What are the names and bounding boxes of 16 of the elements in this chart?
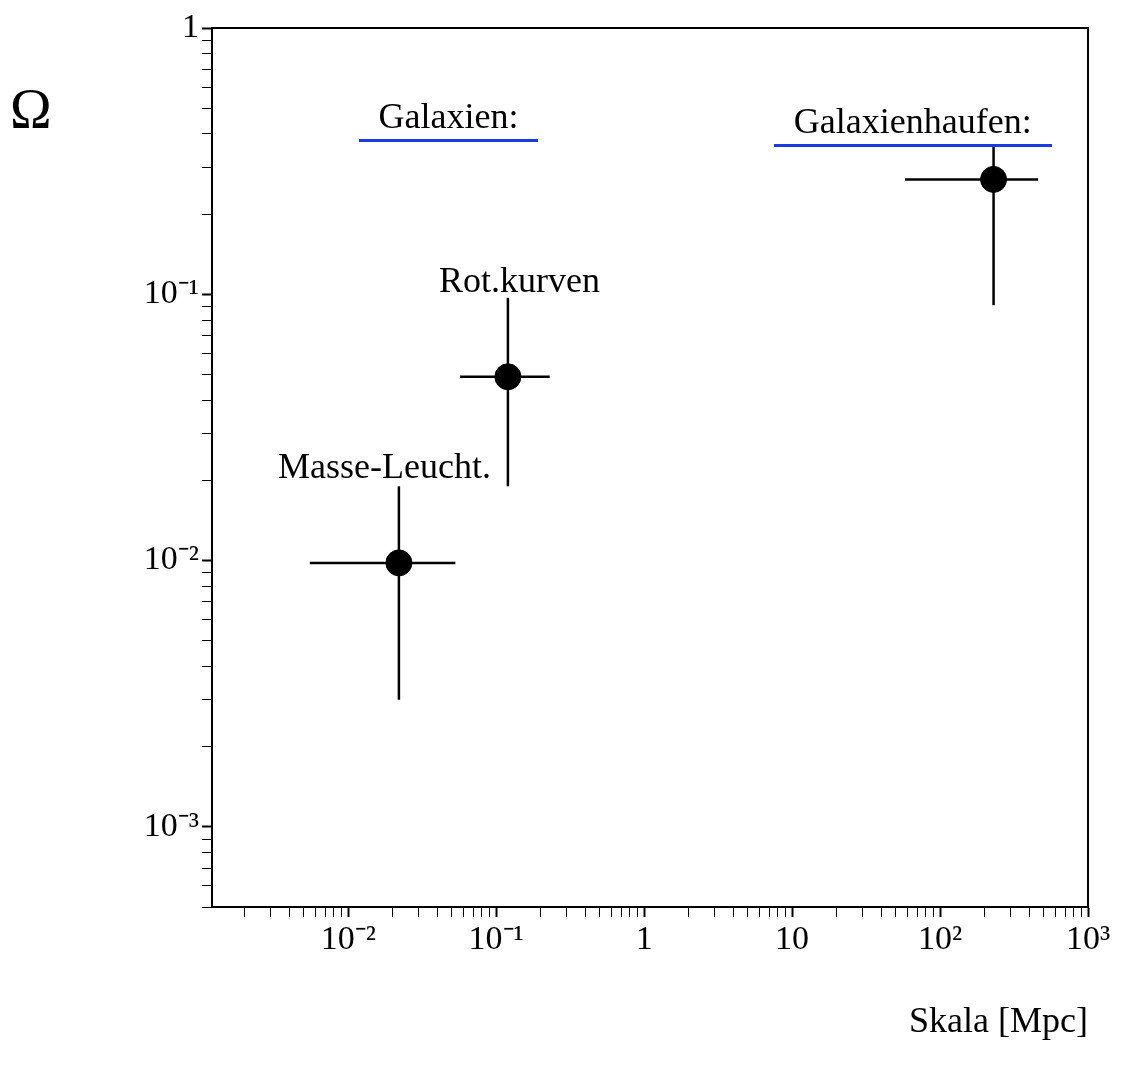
annotation: Galaxien: bbox=[358, 95, 539, 142]
annotation: Masse-Leucht. bbox=[277, 445, 491, 486]
x-tick-label: 10⁻¹ bbox=[468, 919, 524, 957]
y-tick-label: 10⁻¹ bbox=[143, 273, 199, 311]
x-tick-label: 10³ bbox=[1065, 919, 1111, 957]
x-tick-label: 10⁻² bbox=[320, 919, 376, 957]
annotation: Galaxienhaufen: bbox=[773, 100, 1052, 147]
x-tick-label: 10 bbox=[775, 919, 810, 957]
x-axis-title: Skala [Mpc] bbox=[909, 999, 1088, 1040]
annotation: Rot.kurven bbox=[438, 259, 600, 300]
y-tick-label: 1 bbox=[182, 6, 199, 44]
x-tick-label: 1 bbox=[635, 919, 653, 957]
x-tick-label: 10² bbox=[917, 919, 963, 957]
y-tick-label: 10⁻³ bbox=[143, 805, 199, 843]
y-axis-title: Ω bbox=[10, 78, 52, 140]
y-tick-label: 10⁻² bbox=[143, 539, 199, 577]
